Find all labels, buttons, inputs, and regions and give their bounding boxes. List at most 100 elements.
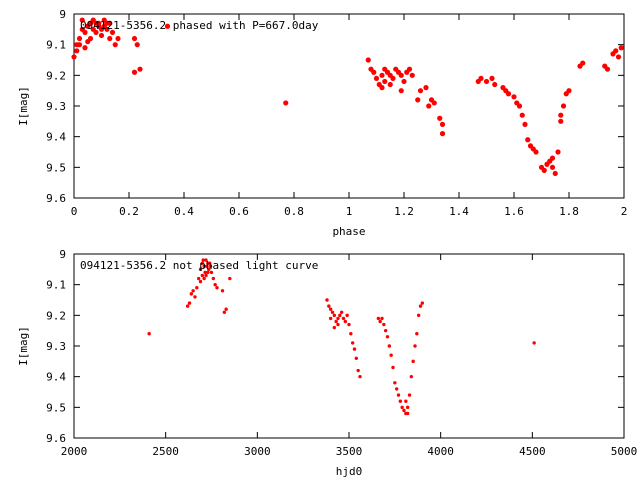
data-point (519, 112, 525, 118)
data-point (213, 282, 217, 287)
data-point (382, 78, 388, 85)
data-point (354, 356, 359, 360)
data-point (393, 381, 397, 385)
x-tick-label: 4000 (427, 445, 454, 458)
data-point (74, 48, 80, 54)
data-point (109, 29, 116, 35)
data-point (336, 322, 340, 327)
data-point (402, 408, 406, 413)
data-point (380, 316, 384, 321)
data-point (205, 264, 209, 268)
data-point (200, 273, 205, 278)
data-point (406, 66, 413, 72)
data-point (76, 42, 83, 48)
data-point (204, 258, 208, 262)
data-point (439, 131, 446, 137)
y-axis-label: I[mag] (17, 326, 30, 366)
data-point (405, 411, 410, 416)
data-point (549, 155, 556, 161)
x-tick-label: 5000 (611, 445, 638, 458)
data-point (328, 316, 333, 321)
data-point (203, 270, 207, 275)
data-point (209, 270, 214, 275)
data-point (147, 332, 151, 336)
y-tick-label: 9.5 (46, 161, 66, 174)
data-point (345, 313, 349, 318)
data-point (431, 100, 437, 106)
data-point (211, 276, 216, 281)
data-point (415, 332, 419, 336)
data-point (398, 72, 404, 78)
data-point (426, 103, 432, 109)
y-tick-label: 9.4 (46, 131, 66, 144)
data-point (82, 29, 88, 35)
data-point (336, 316, 340, 321)
data-point (409, 374, 414, 379)
data-point (532, 341, 536, 345)
y-tick-label: 9.6 (46, 192, 66, 205)
data-points (71, 17, 624, 177)
data-point (396, 393, 401, 397)
data-point (341, 316, 346, 321)
data-point (541, 167, 547, 173)
data-point (352, 347, 357, 351)
data-point (423, 85, 429, 91)
data-point (112, 42, 118, 48)
y-tick-label: 9 (59, 248, 66, 261)
data-point (420, 301, 425, 305)
data-point (115, 35, 121, 42)
data-point (189, 292, 194, 296)
x-tick-label: 3000 (244, 445, 271, 458)
data-point (525, 137, 531, 143)
data-point (555, 149, 561, 155)
y-axis-ticks: 9 9.1 9.2 9.3 9.4 9.5 9.6 (46, 8, 624, 205)
phased-light-curve-panel: 0 0.2 0.4 0.6 0.8 1 1.2 1.4 1.6 1.8 2 9 9.1 9.2 9.3 9.… (17, 8, 627, 238)
data-point (383, 328, 388, 333)
data-point (401, 78, 407, 85)
data-point (390, 75, 396, 81)
x-tick-label: 2000 (61, 445, 88, 458)
data-point (79, 17, 85, 23)
data-point (131, 69, 138, 75)
data-point (201, 258, 205, 262)
data-point (222, 310, 227, 314)
data-point (483, 78, 490, 85)
data-point (382, 322, 386, 327)
data-point (82, 45, 88, 51)
data-point (107, 20, 113, 26)
data-point (283, 100, 289, 106)
data-point (93, 29, 99, 35)
data-point (131, 35, 138, 42)
data-point (187, 301, 192, 305)
data-point (413, 344, 417, 348)
data-point (334, 319, 338, 324)
y-tick-label: 9 (59, 8, 66, 21)
data-point (385, 335, 390, 339)
data-point (379, 85, 385, 91)
x-tick-label: 2 (621, 205, 628, 218)
data-point (604, 66, 611, 72)
data-point (350, 341, 355, 345)
data-point (580, 60, 586, 66)
data-point (71, 54, 77, 60)
data-point (343, 319, 348, 324)
x-tick-label: 1.4 (449, 205, 469, 218)
data-point (437, 115, 443, 121)
data-point (220, 289, 225, 293)
chart-title: 094121-5356.2 not phased light curve (80, 259, 318, 272)
data-point (398, 399, 403, 403)
data-point (613, 48, 619, 54)
x-tick-label: 1.6 (504, 205, 524, 218)
data-point (93, 20, 99, 26)
data-point (332, 325, 337, 330)
x-tick-label: 0.6 (229, 205, 249, 218)
data-point (195, 286, 199, 290)
data-point (137, 66, 143, 72)
data-point (478, 75, 484, 81)
data-point (328, 307, 333, 311)
data-point (387, 344, 392, 348)
x-tick-label: 3500 (336, 445, 363, 458)
y-tick-label: 9.3 (46, 340, 66, 353)
data-point (558, 118, 564, 124)
